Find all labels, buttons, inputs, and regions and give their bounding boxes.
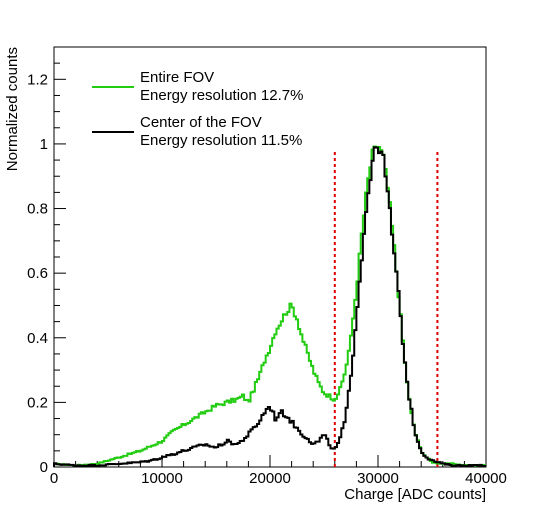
y-tick-label: 0.2 [27, 394, 48, 411]
y-tick-label: 1 [40, 136, 48, 153]
legend-label-entire-fov: Entire FOV [140, 69, 214, 86]
x-tick-label: 30000 [357, 470, 399, 487]
legend: Entire FOV Energy resolution 12.7% Cente… [92, 69, 303, 149]
series-group [53, 145, 486, 468]
y-tick-label: 0.4 [27, 330, 48, 347]
x-tick-label: 20000 [249, 470, 291, 487]
legend-label-center-fov: Center of the FOV [140, 114, 262, 131]
x-axis-label: Charge [ADC counts] [344, 486, 486, 503]
legend-subtitle-entire-fov: Energy resolution 12.7% [140, 87, 303, 104]
x-tick-label: 40000 [465, 470, 507, 487]
plot-frame [53, 46, 487, 468]
x-tick-label: 0 [50, 470, 58, 487]
axes: 0 10000 20000 30000 40000 0 0.2 0.4 0.6 0.8 1 1.2 [27, 46, 507, 487]
y-tick-label: 0.6 [27, 265, 48, 282]
y-tick-label: 1.2 [27, 71, 48, 88]
series-center-fov [53, 146, 486, 468]
y-axis-label: Normalized counts [4, 47, 21, 171]
series-entire-fov [53, 145, 486, 467]
cut-lines [333, 150, 439, 467]
x-tick-label: 10000 [141, 470, 183, 487]
legend-subtitle-center-fov: Energy resolution 11.5% [140, 132, 302, 149]
y-tick-label: 0.8 [27, 201, 48, 218]
y-tick-label: 0 [40, 459, 48, 476]
